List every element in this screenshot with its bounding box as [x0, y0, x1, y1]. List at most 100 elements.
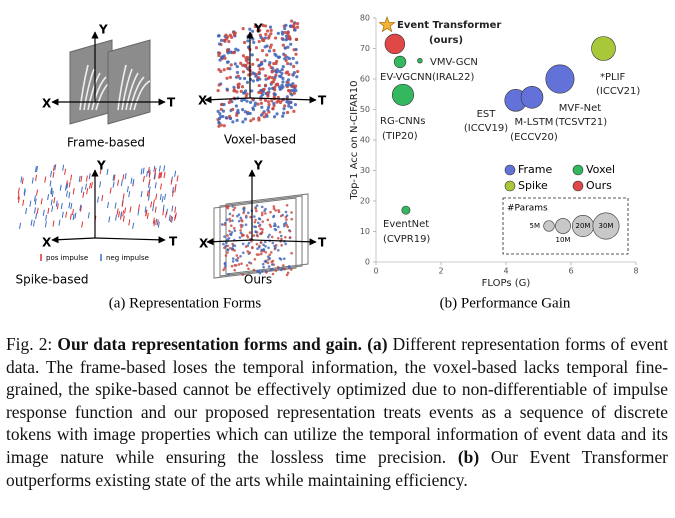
- token-dot: [225, 205, 228, 209]
- impulse: [25, 207, 28, 215]
- impulse: [70, 202, 73, 210]
- voxel-dot: [218, 51, 222, 55]
- impulse: [120, 211, 123, 218]
- x-tick-label: 8: [633, 267, 638, 276]
- impulse: [56, 203, 59, 210]
- voxel-dot: [268, 45, 272, 49]
- token-dot: [254, 218, 257, 222]
- impulse: [86, 188, 89, 195]
- voxel-dot: [272, 92, 277, 96]
- impulse: [152, 217, 155, 224]
- token-dot: [260, 270, 264, 273]
- voxel-dot: [248, 111, 252, 116]
- voxel-dot: [292, 109, 296, 113]
- voxel-dot: [227, 39, 231, 44]
- point-label: EST: [477, 109, 497, 120]
- voxel-dot: [291, 56, 295, 61]
- size-legend-bubble: [592, 212, 620, 240]
- voxel-dot: [239, 89, 243, 93]
- point-label: RG-CNNs: [380, 116, 425, 127]
- voxel-dot: [287, 36, 292, 41]
- voxel-dot: [235, 118, 239, 123]
- impulse: [142, 167, 145, 174]
- token-frame: [213, 197, 297, 279]
- voxel-dot: [272, 115, 277, 119]
- token-dot: [253, 257, 257, 261]
- token-dot: [260, 205, 264, 209]
- token-dot: [247, 241, 251, 245]
- impulse: [54, 164, 57, 171]
- voxel-dot: [283, 57, 287, 61]
- voxel-dot: [248, 27, 252, 31]
- token-dot: [242, 211, 245, 215]
- impulse: [82, 191, 85, 198]
- voxel-dot: [251, 37, 255, 41]
- impulse: [34, 166, 37, 173]
- size-legend-label: 30M: [599, 222, 614, 230]
- caption-title: Our data representation forms and gain.: [57, 334, 363, 354]
- impulse: [159, 193, 162, 200]
- impulse: [62, 164, 65, 171]
- point-label: M-LSTM: [515, 117, 554, 128]
- voxel-dot: [275, 112, 279, 116]
- token-dot: [282, 257, 286, 261]
- token-dot: [260, 248, 263, 252]
- voxel-dot: [256, 102, 260, 106]
- token-dot: [261, 220, 265, 223]
- token-dot: [264, 207, 267, 211]
- voxel-dot: [284, 23, 288, 27]
- point-label: (CVPR19): [383, 234, 430, 245]
- token-dot: [239, 216, 243, 220]
- voxel-dot: [259, 113, 264, 117]
- voxel-dot: [244, 94, 248, 98]
- voxel-dot: [246, 34, 250, 38]
- token-dot: [276, 249, 280, 252]
- voxel-dot: [217, 83, 221, 87]
- voxel-dot: [261, 67, 265, 71]
- voxel-dot: [252, 40, 256, 45]
- bubble: [591, 36, 616, 61]
- voxel-dot: [253, 101, 258, 105]
- token-dot: [262, 243, 265, 247]
- token-dot: [270, 263, 274, 266]
- voxel-dot: [287, 56, 291, 61]
- voxel-dot: [268, 25, 273, 29]
- voxel-dot: [251, 79, 256, 83]
- token-dot: [261, 211, 264, 215]
- voxel-dot: [265, 29, 270, 33]
- impulse: [140, 168, 143, 175]
- token-dot: [266, 261, 270, 265]
- voxel-dot: [225, 76, 229, 80]
- voxel-dot: [256, 28, 260, 33]
- token-dot: [226, 251, 229, 254]
- bubble: [545, 64, 575, 94]
- voxel-dot: [267, 87, 271, 91]
- voxel-dot: [278, 69, 282, 74]
- token-dot: [254, 230, 258, 234]
- token-dot: [287, 266, 291, 269]
- token-dot: [280, 244, 283, 247]
- axis-letter: X: [42, 236, 52, 250]
- y-tick-label: 0: [365, 258, 370, 267]
- impulse: [162, 204, 165, 211]
- token-dot: [225, 218, 229, 221]
- token-dot: [257, 253, 260, 256]
- voxel-dot: [281, 43, 285, 47]
- hand-sketch: [125, 72, 139, 111]
- voxel-dot: [291, 84, 295, 89]
- token-dot: [283, 224, 286, 228]
- token-dot: [270, 235, 274, 239]
- axis-letter: T: [167, 96, 176, 110]
- voxel-dot: [221, 114, 225, 119]
- voxel-dot: [289, 105, 293, 110]
- impulse: [22, 199, 25, 206]
- impulse: [122, 210, 125, 217]
- token-dot: [256, 270, 259, 273]
- voxel-dot: [216, 109, 220, 113]
- token-dot: [266, 218, 270, 222]
- impulse: [163, 165, 166, 172]
- voxel-dot: [295, 22, 300, 26]
- token-dot: [284, 210, 288, 214]
- voxel-dot: [272, 48, 276, 53]
- axis-letter: Y: [253, 159, 263, 173]
